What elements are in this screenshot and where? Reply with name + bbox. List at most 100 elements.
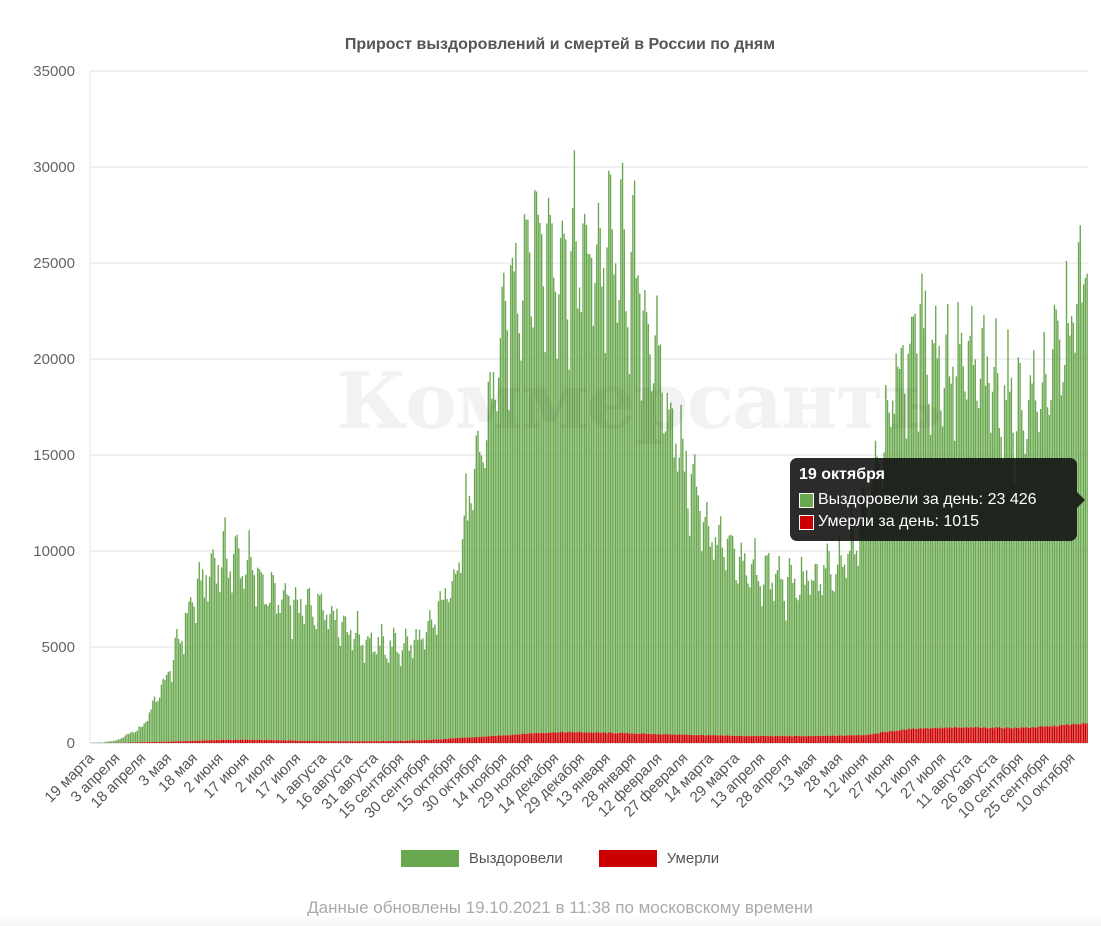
bar-deaths	[269, 740, 271, 743]
bar-recovered	[823, 564, 825, 736]
bar-recovered	[332, 610, 335, 742]
bar-recovered	[843, 564, 846, 736]
bar-recovered	[480, 455, 483, 737]
bar-recovered	[539, 222, 541, 733]
bar-deaths	[1002, 728, 1004, 743]
bar-deaths	[769, 735, 772, 743]
footer-shadow	[0, 916, 1101, 926]
bar-recovered	[436, 634, 438, 740]
bar-deaths	[785, 735, 787, 743]
bar-deaths	[663, 734, 665, 743]
bar-recovered	[756, 575, 758, 736]
bar-deaths	[788, 735, 791, 743]
bar-deaths	[719, 735, 722, 743]
bar-deaths	[642, 733, 644, 743]
bar-deaths	[220, 739, 223, 743]
bar-deaths	[461, 737, 464, 743]
bar-recovered	[165, 674, 168, 742]
bar-recovered	[215, 583, 218, 741]
bar-recovered	[563, 233, 565, 733]
bar-recovered	[444, 588, 447, 739]
bar-deaths	[570, 731, 572, 743]
bar-deaths	[422, 740, 424, 743]
bar-deaths	[742, 735, 744, 743]
bar-deaths	[613, 733, 615, 743]
bar-deaths	[773, 736, 775, 743]
bar-recovered	[575, 241, 577, 733]
bar-deaths	[248, 739, 250, 743]
bar-recovered	[754, 538, 756, 737]
bar-recovered	[955, 376, 958, 728]
bar-deaths	[664, 734, 667, 743]
bar-deaths	[1005, 727, 1007, 743]
bar-deaths	[873, 733, 875, 743]
bar-deaths	[258, 739, 261, 743]
bar-recovered	[702, 522, 705, 736]
bar-deaths	[730, 736, 732, 743]
bar-deaths	[356, 741, 359, 743]
bar-deaths	[848, 735, 851, 743]
bar-recovered	[291, 639, 293, 741]
bar-deaths	[141, 742, 144, 743]
bar-deaths	[936, 728, 939, 743]
bar-recovered	[518, 333, 521, 735]
bar-deaths	[1064, 725, 1066, 743]
bar-deaths	[900, 730, 902, 743]
bar-deaths	[291, 740, 293, 743]
bar-recovered	[830, 574, 832, 736]
bar-recovered	[411, 658, 414, 741]
legend-item-deaths[interactable]: Умерли	[598, 850, 719, 867]
bar-deaths	[922, 728, 925, 743]
bar-recovered	[594, 282, 596, 733]
bar-deaths	[948, 727, 951, 743]
bar-recovered	[625, 311, 627, 733]
bar-deaths	[692, 735, 694, 743]
bar-deaths	[991, 727, 994, 743]
legend-item-recovered[interactable]: Выздоровели	[400, 850, 563, 867]
bar-deaths	[1027, 727, 1030, 743]
bar-deaths	[706, 735, 708, 743]
bar-deaths	[1012, 728, 1014, 743]
bar-recovered	[320, 593, 323, 742]
bar-recovered	[117, 739, 120, 743]
bar-recovered	[465, 473, 467, 738]
bar-recovered	[100, 742, 102, 743]
bar-deaths	[540, 733, 543, 743]
bar-recovered	[301, 615, 304, 741]
bar-deaths	[219, 739, 221, 743]
bar-deaths	[176, 741, 178, 743]
bar-deaths	[910, 729, 913, 743]
bar-deaths	[482, 736, 484, 743]
bar-deaths	[759, 735, 761, 743]
bar-deaths	[688, 734, 691, 743]
bar-recovered	[699, 510, 701, 735]
bar-deaths	[558, 732, 560, 743]
bar-recovered	[713, 559, 715, 736]
bar-recovered	[952, 366, 954, 728]
bar-recovered	[775, 573, 777, 736]
bar-recovered	[224, 517, 226, 740]
bar-recovered	[609, 174, 612, 733]
bar-recovered	[768, 552, 770, 737]
bar-recovered	[479, 451, 481, 738]
bar-recovered	[766, 555, 768, 736]
bar-recovered	[162, 678, 164, 742]
bar-recovered	[707, 526, 710, 735]
bar-deaths	[924, 728, 927, 743]
bar-deaths	[559, 732, 562, 743]
bar-deaths	[799, 736, 801, 743]
bar-deaths	[358, 741, 360, 743]
bar-deaths	[465, 737, 467, 743]
bar-deaths	[460, 737, 462, 743]
bar-recovered	[1021, 410, 1023, 728]
bar-recovered	[984, 385, 987, 728]
legend-label-recovered: Выздоровели	[468, 850, 563, 867]
bar-recovered	[343, 615, 345, 742]
bar-deaths	[263, 740, 266, 743]
bar-deaths	[279, 740, 281, 743]
bar-deaths	[349, 741, 352, 743]
bar-recovered	[241, 576, 243, 740]
bar-recovered	[394, 633, 397, 741]
bar-deaths	[916, 729, 918, 743]
bar-recovered	[1010, 377, 1013, 729]
